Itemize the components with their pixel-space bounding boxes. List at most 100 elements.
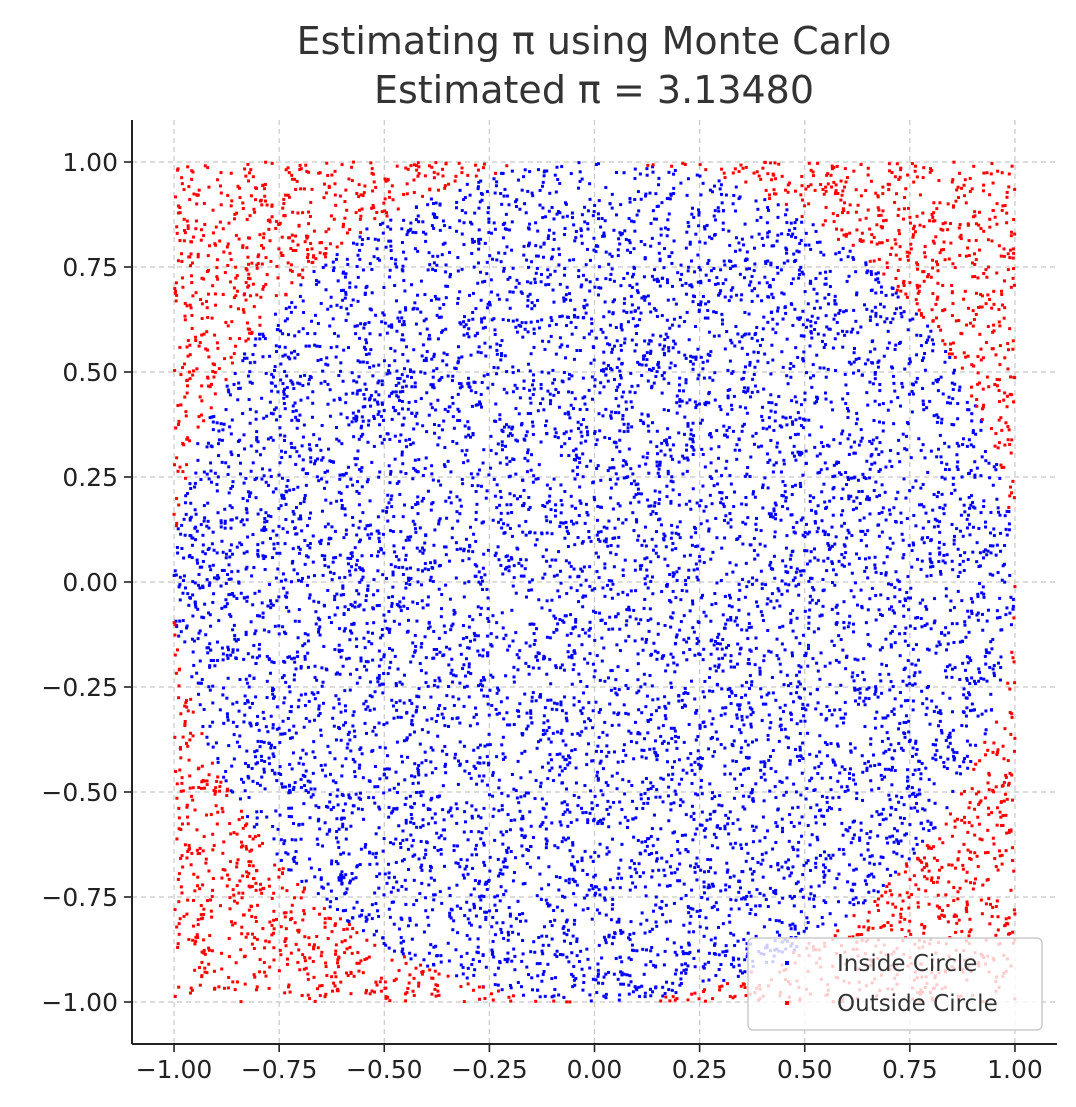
inside-point: [345, 307, 349, 311]
inside-point: [673, 830, 677, 834]
inside-point: [973, 506, 977, 510]
inside-point: [348, 638, 352, 642]
inside-point: [864, 477, 868, 481]
inside-point: [474, 510, 478, 514]
inside-point: [569, 403, 573, 407]
inside-point: [650, 827, 654, 831]
inside-point: [717, 209, 721, 213]
inside-point: [630, 859, 634, 863]
inside-point: [615, 339, 619, 343]
inside-point: [419, 669, 423, 673]
inside-point: [856, 478, 860, 482]
inside-point: [842, 852, 846, 856]
inside-point: [757, 281, 761, 285]
inside-point: [931, 826, 935, 830]
inside-point: [900, 532, 904, 536]
inside-point: [406, 576, 410, 580]
inside-point: [436, 848, 440, 852]
inside-point: [372, 578, 376, 582]
inside-point: [524, 519, 528, 523]
inside-point: [482, 448, 486, 452]
inside-point: [564, 297, 568, 301]
inside-point: [588, 966, 592, 970]
inside-point: [812, 287, 816, 291]
inside-point: [552, 614, 556, 618]
inside-point: [252, 644, 256, 648]
inside-point: [596, 212, 600, 216]
inside-point: [635, 871, 639, 875]
inside-point: [368, 396, 372, 400]
inside-point: [666, 663, 670, 667]
inside-point: [868, 855, 872, 859]
inside-point: [409, 221, 413, 225]
inside-point: [784, 790, 788, 794]
inside-point: [776, 203, 780, 207]
inside-point: [749, 395, 753, 399]
inside-point: [966, 558, 970, 562]
inside-point: [609, 496, 613, 500]
inside-point: [790, 896, 794, 900]
inside-point: [630, 219, 634, 223]
inside-point: [286, 852, 290, 856]
inside-point: [355, 324, 359, 328]
inside-point: [370, 642, 374, 646]
inside-point: [612, 972, 616, 976]
inside-point: [569, 564, 573, 568]
inside-point: [570, 211, 574, 215]
inside-point: [343, 689, 347, 693]
inside-point: [199, 477, 203, 481]
inside-point: [633, 167, 637, 171]
inside-point: [918, 792, 922, 796]
inside-point: [785, 776, 789, 780]
inside-point: [789, 513, 793, 517]
inside-point: [505, 298, 509, 302]
inside-point: [877, 534, 881, 538]
inside-point: [253, 343, 257, 347]
inside-point: [740, 335, 744, 339]
inside-point: [463, 196, 467, 200]
inside-point: [256, 552, 260, 556]
inside-point: [616, 517, 620, 521]
inside-point: [916, 557, 920, 561]
inside-point: [416, 249, 420, 253]
inside-point: [326, 402, 330, 406]
inside-point: [898, 654, 902, 658]
inside-point: [581, 540, 585, 544]
inside-point: [823, 533, 827, 537]
inside-point: [938, 709, 942, 713]
inside-point: [727, 885, 731, 889]
inside-point: [649, 787, 653, 791]
inside-point: [340, 648, 344, 652]
inside-point: [654, 895, 658, 899]
inside-point: [830, 561, 834, 565]
inside-point: [777, 739, 781, 743]
inside-point: [615, 920, 619, 924]
inside-point: [818, 750, 822, 754]
inside-point: [447, 496, 451, 500]
inside-point: [632, 247, 636, 251]
inside-point: [443, 864, 447, 868]
inside-point: [499, 885, 503, 889]
inside-point: [318, 618, 322, 622]
inside-point: [846, 392, 850, 396]
inside-point: [712, 214, 716, 218]
inside-point: [745, 715, 749, 719]
inside-point: [505, 865, 509, 869]
inside-point: [724, 193, 728, 197]
inside-point: [906, 575, 910, 579]
inside-point: [213, 576, 217, 580]
inside-point: [965, 676, 969, 680]
inside-point: [708, 709, 712, 713]
inside-point: [573, 397, 577, 401]
inside-point: [777, 657, 781, 661]
inside-point: [768, 726, 772, 730]
inside-point: [559, 666, 563, 670]
inside-point: [809, 247, 813, 251]
inside-point: [857, 556, 861, 560]
inside-point: [843, 372, 847, 376]
inside-point: [924, 605, 928, 609]
inside-point: [487, 713, 491, 717]
inside-point: [848, 433, 852, 437]
inside-point: [545, 169, 549, 173]
inside-point: [734, 236, 738, 240]
